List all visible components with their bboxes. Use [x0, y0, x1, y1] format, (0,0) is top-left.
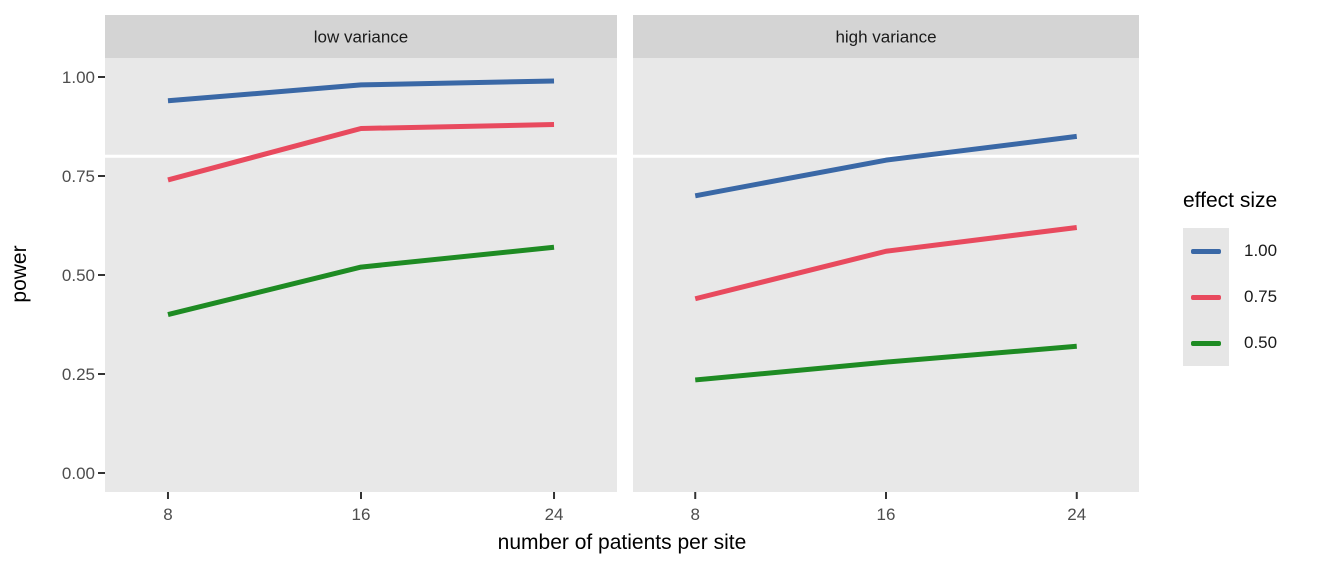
x-axis-tick-label: 24 — [545, 505, 564, 524]
y-axis-tick-label: 0.00 — [62, 464, 95, 483]
facet-strip — [105, 15, 617, 58]
facet-strip-label: low variance — [314, 28, 409, 47]
legend-line-icon — [1191, 294, 1221, 300]
series-line-1.00 — [694, 133, 1078, 199]
legend-key-row: 0.75 — [1183, 274, 1277, 320]
y-axis-tick-label: 1.00 — [62, 68, 95, 87]
legend-keys: 1.00 0.75 0.50 — [1183, 228, 1277, 366]
series-line-0.75 — [694, 224, 1078, 302]
x-axis-tick-label: 24 — [1067, 505, 1086, 524]
legend: effect size 1.00 0.75 0.50 — [1183, 189, 1277, 366]
legend-line-icon — [1191, 340, 1221, 346]
legend-key-swatch — [1183, 274, 1229, 320]
legend-key-label: 1.00 — [1244, 241, 1278, 260]
panel-background — [633, 58, 1139, 492]
x-axis-tick-label: 8 — [163, 505, 172, 524]
series-line-0.50 — [167, 244, 555, 318]
legend-line-icon — [1191, 248, 1221, 254]
y-axis-tick-label: 0.25 — [62, 365, 95, 384]
series-line-0.50 — [695, 343, 1077, 383]
series-line-0.75 — [167, 122, 555, 183]
x-axis-tick-label: 8 — [691, 505, 700, 524]
y-axis-tick-label: 0.50 — [62, 266, 95, 285]
y-axis-title: power — [8, 245, 31, 303]
x-axis-tick-label: 16 — [352, 505, 371, 524]
x-axis-tick-label: 16 — [877, 505, 896, 524]
y-axis-tick-label: 0.75 — [62, 167, 95, 186]
legend-key-row: 1.00 — [1183, 228, 1277, 274]
facet-strip-label: high variance — [835, 28, 936, 47]
x-axis-title: number of patients per site — [497, 531, 747, 554]
series-line-1.00 — [167, 78, 555, 104]
legend-key-label: 0.50 — [1244, 333, 1278, 352]
legend-key-swatch — [1183, 228, 1229, 274]
facet-strip — [633, 15, 1139, 58]
legend-key-row: 0.50 — [1183, 320, 1277, 366]
legend-key-label: 0.75 — [1244, 287, 1278, 306]
legend-title: effect size — [1183, 189, 1278, 212]
legend-key-swatch — [1183, 320, 1229, 366]
